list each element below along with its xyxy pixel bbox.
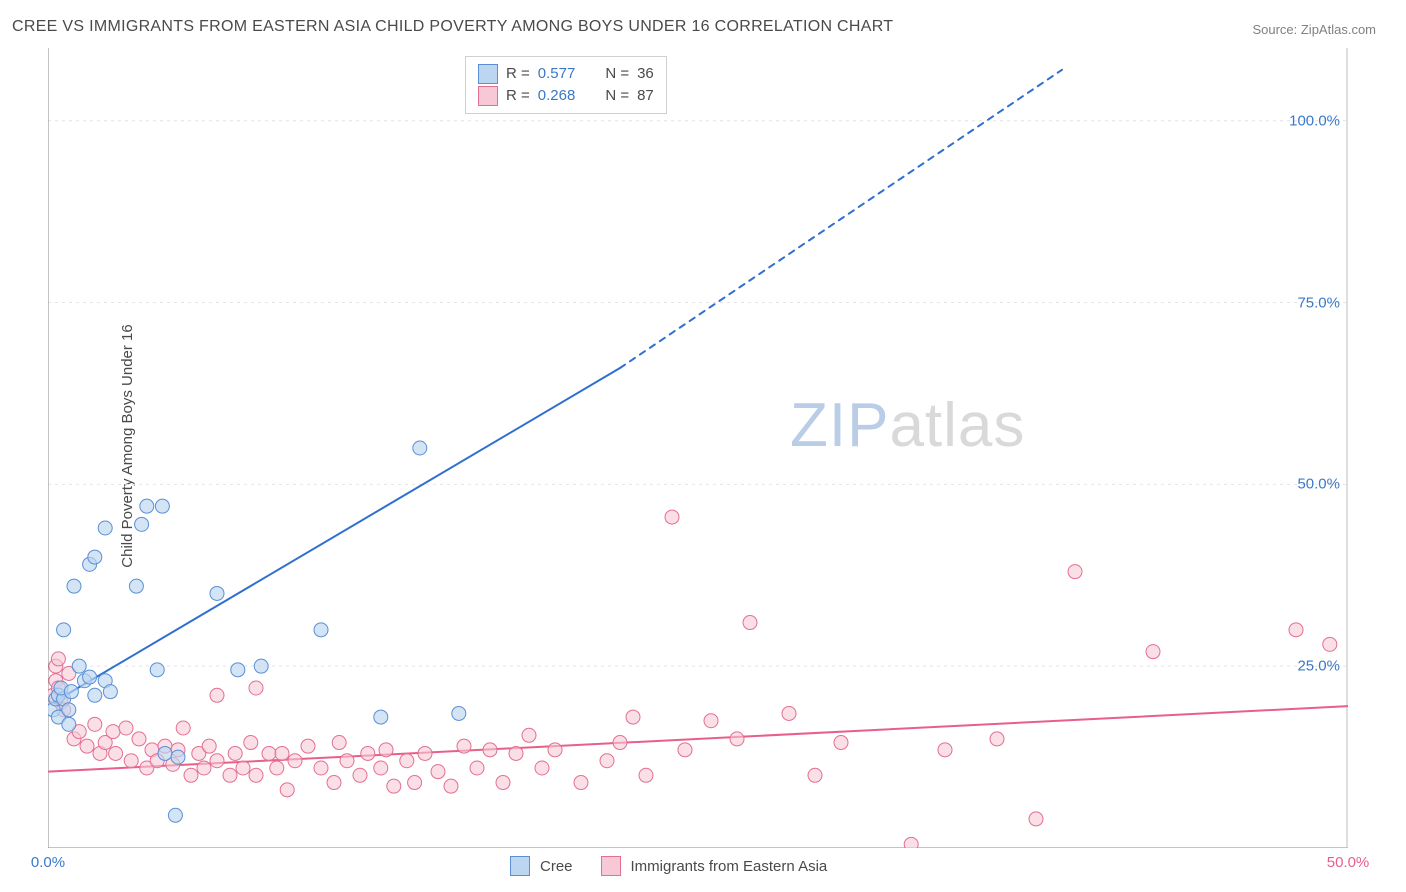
series-legend: Cree Immigrants from Eastern Asia [510,856,845,876]
chart-container: CREE VS IMMIGRANTS FROM EASTERN ASIA CHI… [0,0,1406,892]
y-tick: 50.0% [1297,476,1340,493]
legend-row: R =0.577N =36 [478,63,654,85]
legend-row: R =0.268N =87 [478,85,654,107]
y-tick: 75.0% [1297,294,1340,311]
correlation-legend: R =0.577N =36R =0.268N =87 [465,56,667,114]
legend-swatch [510,856,530,876]
legend-label: Cree [540,858,573,875]
legend-swatch [601,856,621,876]
y-tick: 25.0% [1297,658,1340,675]
y-tick: 100.0% [1289,112,1340,129]
source-label: Source: ZipAtlas.com [1252,22,1376,37]
plot-area [48,48,1348,848]
x-tick: 0.0% [31,854,65,892]
x-tick: 50.0% [1327,854,1370,892]
chart-title: CREE VS IMMIGRANTS FROM EASTERN ASIA CHI… [12,18,893,36]
legend-label: Immigrants from Eastern Asia [631,858,828,875]
